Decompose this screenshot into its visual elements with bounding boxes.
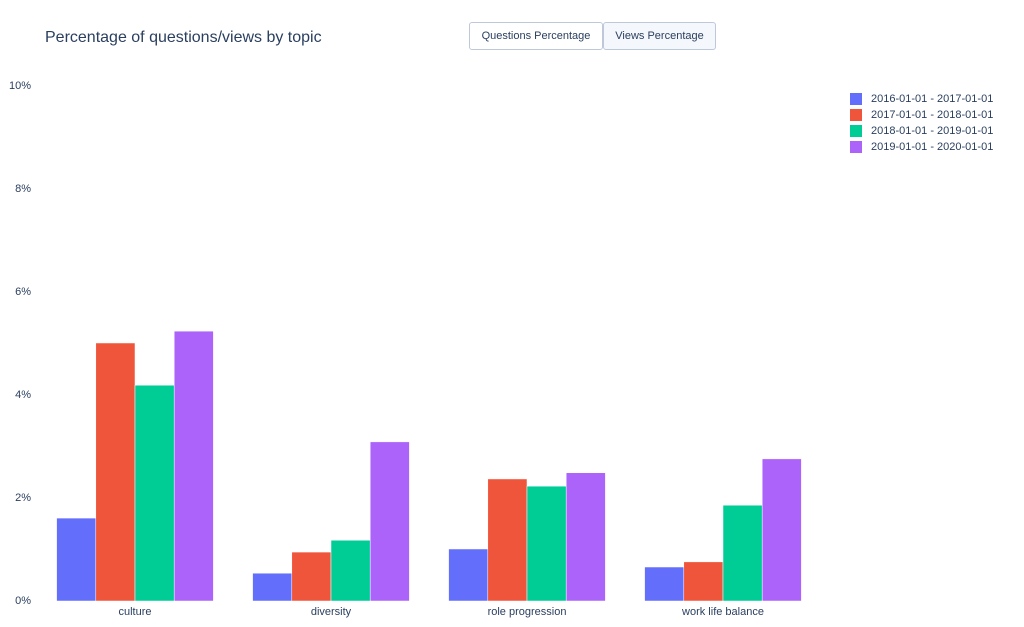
- x-tick-label: culture: [118, 606, 151, 618]
- bar: [487, 478, 528, 602]
- bar: [369, 441, 410, 602]
- bar: [448, 548, 489, 602]
- legend-swatch: [850, 141, 862, 153]
- legend-label: 2017-01-01 - 2018-01-01: [871, 109, 993, 121]
- y-tick-label: 10%: [9, 80, 31, 92]
- bar: [683, 561, 724, 602]
- bar: [644, 566, 685, 602]
- bar: [56, 517, 97, 602]
- bar: [134, 384, 175, 602]
- x-tick-label: diversity: [311, 606, 352, 618]
- y-tick-label: 0%: [15, 595, 31, 607]
- bar: [252, 572, 293, 602]
- bar: [761, 458, 802, 602]
- legend-swatch: [850, 93, 862, 105]
- y-tick-label: 2%: [15, 492, 31, 504]
- legend-label: 2019-01-01 - 2020-01-01: [871, 141, 993, 153]
- bar: [330, 539, 371, 602]
- bar: [526, 485, 567, 602]
- bar: [95, 342, 136, 602]
- bar: [291, 551, 332, 602]
- toggle-button[interactable]: Views Percentage: [603, 22, 716, 50]
- y-tick-label: 6%: [15, 286, 31, 298]
- y-tick-label: 4%: [15, 389, 31, 401]
- y-tick-label: 8%: [15, 183, 31, 195]
- legend-label: 2016-01-01 - 2017-01-01: [871, 93, 993, 105]
- bar: [173, 330, 214, 602]
- chart-title: Percentage of questions/views by topic: [45, 29, 322, 46]
- legend-label: 2018-01-01 - 2019-01-01: [871, 125, 993, 137]
- legend-swatch: [850, 125, 862, 137]
- toggle-button[interactable]: Questions Percentage: [469, 22, 603, 50]
- legend-swatch: [850, 109, 862, 121]
- x-tick-label: role progression: [488, 606, 567, 618]
- x-tick-label: work life balance: [681, 606, 764, 618]
- bar: [565, 472, 606, 602]
- bar: [722, 504, 763, 602]
